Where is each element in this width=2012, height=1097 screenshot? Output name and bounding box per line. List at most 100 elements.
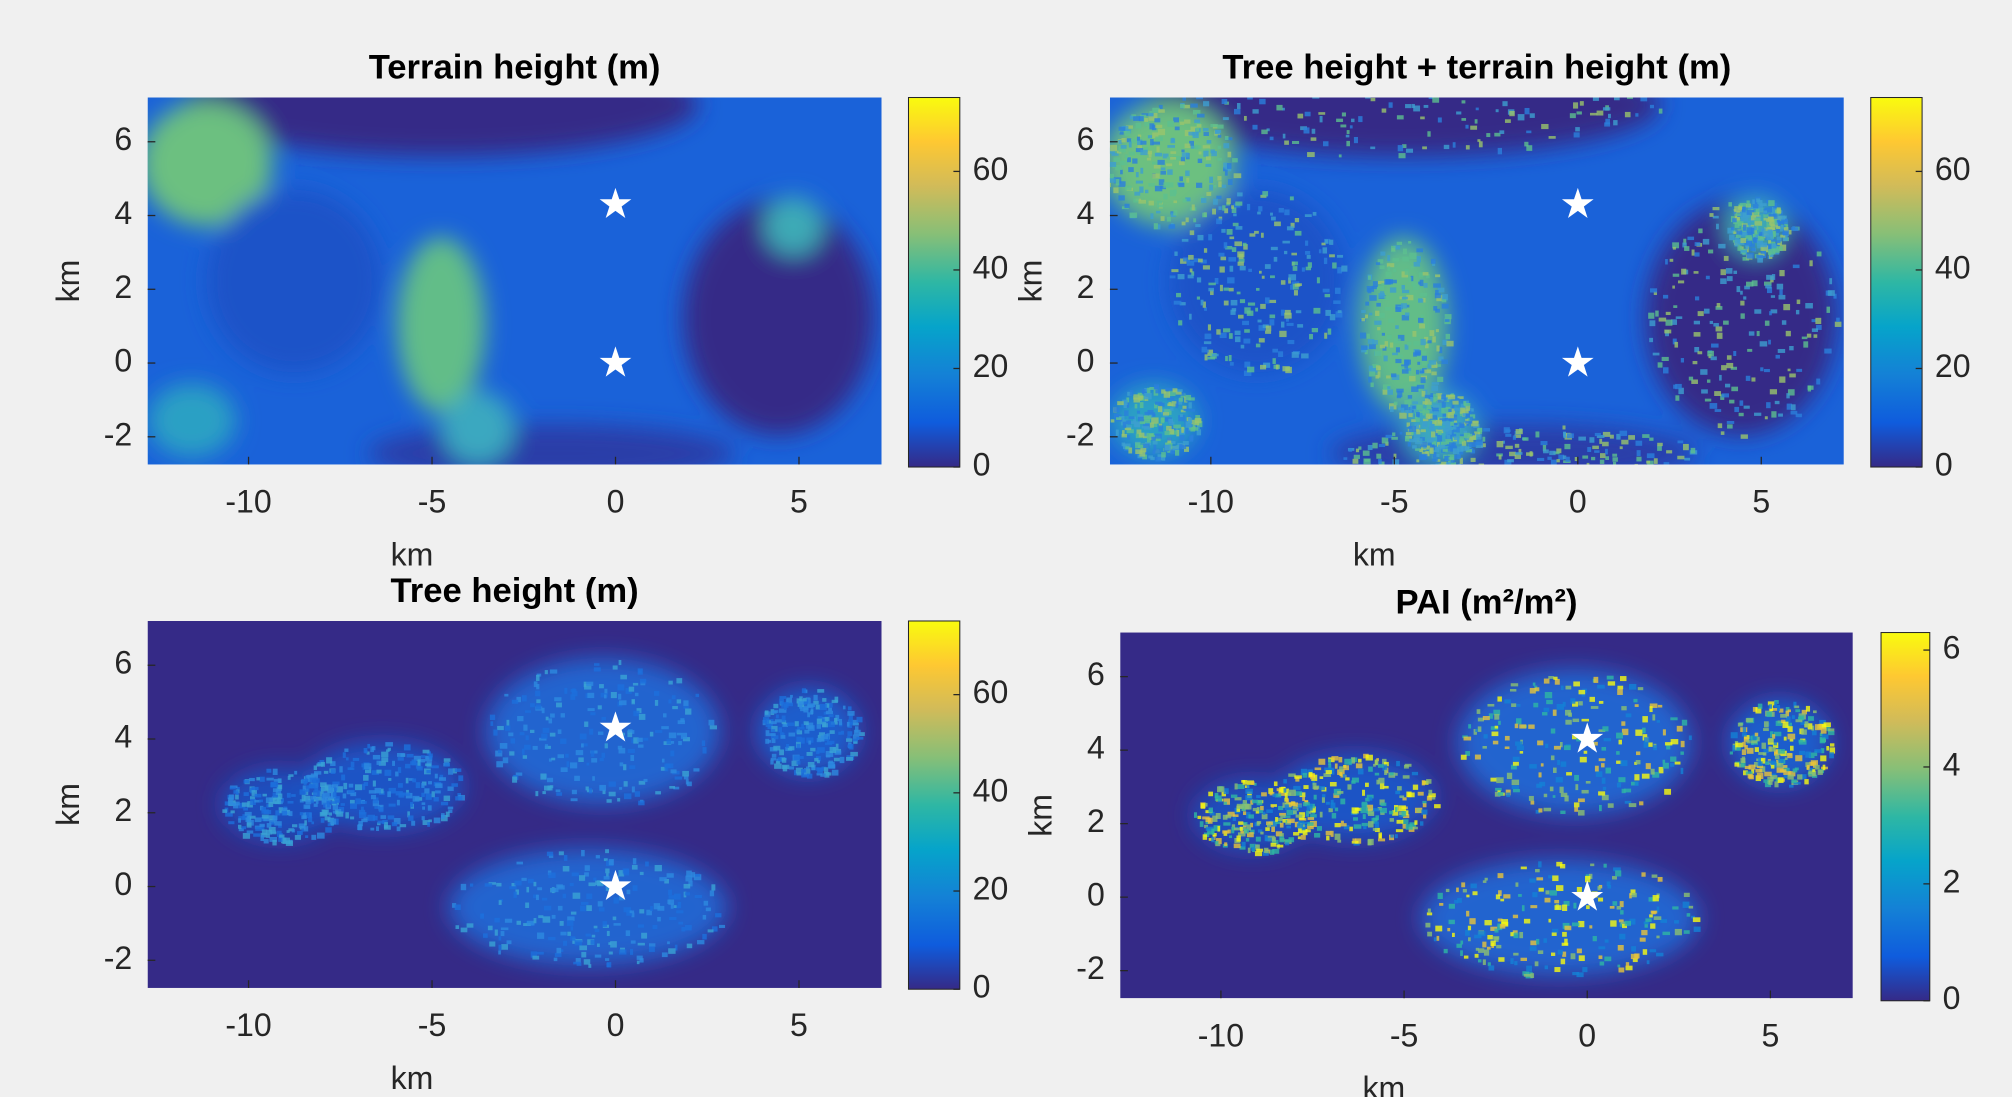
heatmap-speckle	[1333, 300, 1340, 304]
heatmap-speckle	[422, 806, 425, 809]
heatmap-speckle	[1125, 186, 1131, 191]
heatmap-speckle	[790, 695, 793, 698]
heatmap-speckle	[1788, 734, 1796, 740]
heatmap-speckle	[1241, 345, 1245, 349]
heatmap-speckle	[1320, 812, 1323, 818]
heatmap-speckle	[1487, 935, 1493, 939]
heatmap-speckle	[1650, 288, 1657, 292]
heatmap-speckle	[1673, 247, 1676, 250]
heatmap-speckle	[1368, 840, 1372, 846]
heatmap-speckle	[1292, 141, 1299, 144]
heatmap-speckle	[1415, 438, 1422, 444]
heatmap-speckle	[1785, 757, 1788, 760]
heatmap-speckle	[624, 781, 628, 787]
heatmap-speckle	[838, 732, 841, 735]
heatmap-speckle	[1694, 321, 1700, 325]
heatmap-speckle	[1805, 752, 1811, 758]
heatmap-speckle	[1217, 125, 1224, 129]
heatmap-speckle	[1659, 109, 1663, 114]
heatmap-speckle	[1604, 738, 1611, 741]
heatmap-speckle	[655, 791, 661, 794]
heatmap-speckle	[1354, 455, 1360, 459]
heatmap-speckle	[1456, 93, 1461, 97]
heatmap-speckle	[1424, 369, 1431, 373]
heatmap-speckle	[1651, 769, 1655, 775]
heatmap-speckle	[847, 745, 852, 748]
heatmap-speckle	[1812, 769, 1815, 772]
heatmap-speckle	[1418, 469, 1422, 475]
heatmap-speckle	[548, 873, 555, 879]
heatmap-speckle	[1482, 437, 1485, 442]
heatmap-speckle	[561, 767, 568, 772]
heatmap-speckle	[501, 944, 508, 950]
heatmap-speckle	[1626, 713, 1632, 717]
heatmap-speckle	[499, 900, 502, 905]
heatmap-speckle	[657, 906, 664, 911]
heatmap-speckle	[1796, 414, 1802, 418]
heatmap-speckle	[313, 790, 320, 796]
panel: Tree height (m)-10-505-20246kmkm0204060	[50, 572, 1008, 1096]
heatmap-speckle	[1786, 393, 1789, 398]
heatmap-speckle	[1749, 331, 1755, 335]
heatmap-speckle	[1367, 334, 1370, 339]
heatmap-speckle	[1382, 333, 1385, 336]
heatmap-speckle	[311, 835, 316, 840]
heatmap-speckle	[1438, 288, 1445, 293]
heatmap-speckle	[602, 717, 606, 721]
heatmap-speckle	[282, 811, 287, 816]
heatmap-speckle	[328, 785, 333, 789]
heatmap-speckle	[1181, 150, 1184, 153]
heatmap-speckle	[1418, 298, 1423, 302]
heatmap-speckle	[1587, 463, 1590, 468]
heatmap-speckle	[1829, 278, 1832, 284]
heatmap-speckle	[715, 913, 721, 917]
heatmap-speckle	[1323, 247, 1328, 253]
heatmap-speckle	[662, 952, 668, 957]
heatmap-speckle	[1477, 709, 1481, 714]
heatmap-speckle	[1648, 313, 1654, 319]
heatmap-speckle	[512, 776, 517, 782]
heatmap-speckle	[1466, 145, 1470, 149]
heatmap-speckle	[1196, 132, 1199, 135]
heatmap-speckle	[1542, 712, 1547, 715]
heatmap-speckle	[607, 799, 612, 803]
heatmap-speckle	[650, 906, 653, 911]
heatmap-speckle	[1538, 808, 1542, 812]
heatmap-speckle	[640, 679, 646, 684]
heatmap-speckle	[1294, 92, 1299, 97]
heatmap-speckle	[1472, 891, 1477, 895]
heatmap-speckle	[1181, 427, 1184, 433]
heatmap-speckle	[1507, 459, 1514, 462]
heatmap-speckle	[1815, 765, 1820, 770]
heatmap-speckle	[604, 689, 607, 694]
heatmap-speckle	[1235, 783, 1238, 789]
heatmap-speckle	[1332, 262, 1336, 268]
heatmap-speckle	[1194, 812, 1197, 818]
heatmap-speckle	[1755, 733, 1758, 737]
heatmap-speckle	[1483, 959, 1486, 965]
heatmap-speckle	[1782, 722, 1788, 728]
heatmap-speckle	[1315, 767, 1322, 770]
heatmap-speckle	[1586, 781, 1591, 784]
heatmap-speckle	[1420, 116, 1425, 119]
heatmap-speckle	[1476, 440, 1483, 445]
heatmap-speckle	[1564, 926, 1571, 931]
heatmap-speckle	[1234, 844, 1241, 849]
heatmap-speckle	[545, 744, 548, 749]
heatmap-speckle	[242, 826, 246, 829]
heatmap-speckle	[1324, 333, 1327, 339]
heatmap-speckle	[1574, 775, 1579, 781]
heatmap-speckle	[1802, 337, 1808, 340]
heatmap-speckle	[1466, 481, 1469, 487]
heatmap-speckle	[421, 755, 425, 758]
heatmap-speckle	[1323, 141, 1329, 146]
heatmap-speckle	[1179, 445, 1186, 449]
heatmap-speckle	[1754, 218, 1760, 222]
heatmap-speckle	[1399, 413, 1406, 419]
heatmap-speckle	[1338, 310, 1342, 313]
heatmap-speckle	[684, 884, 691, 889]
heatmap-speckle	[1221, 229, 1225, 233]
heatmap-speckle	[1591, 457, 1595, 460]
heatmap-speckle	[1572, 922, 1579, 926]
heatmap-speckle	[1708, 250, 1713, 254]
